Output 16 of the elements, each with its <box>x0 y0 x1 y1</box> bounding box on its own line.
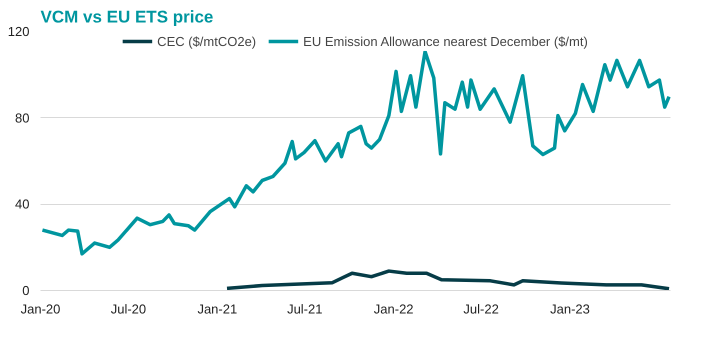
x-tick-label: Jan-21 <box>197 302 238 316</box>
chart-title: VCM vs EU ETS price <box>40 8 214 26</box>
legend-label: CEC ($/mtCO2e) <box>157 34 256 48</box>
y-tick-label: 40 <box>15 196 30 212</box>
x-tick-label: Jul-21 <box>287 302 322 316</box>
legend-label: EU Emission Allowance nearest December ($/mt) <box>303 34 588 48</box>
y-tick-label: 80 <box>15 110 30 126</box>
y-tick-label: 0 <box>22 283 30 298</box>
x-tick-label: Jan-20 <box>20 302 60 316</box>
line-series <box>40 50 670 256</box>
x-tick-label: Jul-22 <box>463 302 499 316</box>
x-tick-label: Jul-20 <box>110 302 146 316</box>
line-series <box>225 269 670 290</box>
x-tick-label: Jan-23 <box>550 302 590 316</box>
x-tick-label: Jan-22 <box>374 302 414 316</box>
y-tick-label: 120 <box>8 24 30 39</box>
